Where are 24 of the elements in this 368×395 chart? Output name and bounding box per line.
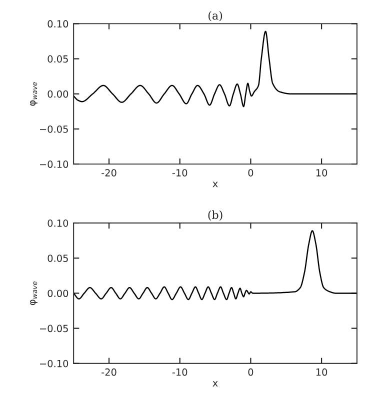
x-tick-label: -10 bbox=[172, 368, 188, 376]
x-tick-label: -20 bbox=[102, 368, 116, 376]
x-tick-label: 10 bbox=[316, 368, 328, 376]
y-tick-label: 0.05 bbox=[48, 55, 68, 63]
y-tick-label: 0.00 bbox=[48, 290, 68, 298]
x-tick-label: 0 bbox=[248, 368, 254, 376]
x-tick-label: 10 bbox=[316, 169, 328, 176]
y-axis-title: φ$_{wave}$ bbox=[30, 82, 38, 106]
x-axis-title: x bbox=[212, 381, 218, 386]
chart-title: (b) bbox=[208, 210, 222, 221]
x-tick-label: 0 bbox=[248, 169, 254, 176]
chart-title: (a) bbox=[208, 11, 222, 22]
y-tick-label: 0.10 bbox=[48, 220, 68, 227]
y-axis-title: φ$_{wave}$ bbox=[30, 281, 38, 306]
y-tick-label: −0.10 bbox=[40, 160, 68, 168]
x-axis-title: x bbox=[212, 182, 218, 188]
y-tick-label: −0.05 bbox=[40, 125, 68, 133]
x-tick-label: -20 bbox=[102, 169, 116, 176]
y-tick-label: 0.10 bbox=[48, 20, 68, 28]
x-tick-label: -10 bbox=[172, 169, 188, 176]
y-tick-label: 0.05 bbox=[48, 254, 68, 262]
y-tick-label: −0.10 bbox=[40, 360, 68, 368]
y-tick-label: −0.05 bbox=[40, 324, 68, 332]
y-tick-label: 0.00 bbox=[48, 90, 68, 98]
